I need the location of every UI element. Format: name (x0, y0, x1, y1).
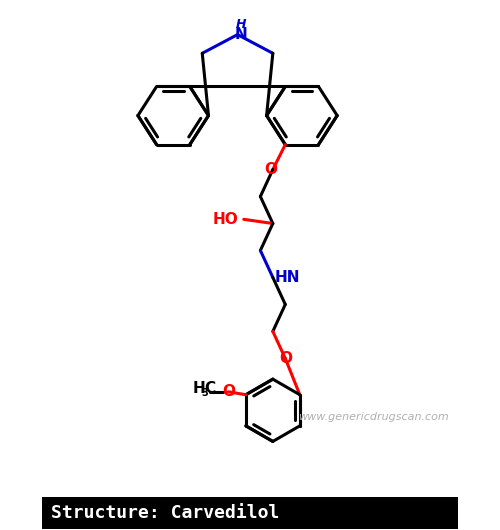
Text: N: N (234, 27, 247, 42)
Text: www.genericdrugscan.com: www.genericdrugscan.com (298, 411, 450, 421)
Text: H: H (236, 17, 246, 31)
Text: HN: HN (275, 270, 300, 285)
Text: O: O (222, 384, 235, 399)
Text: O: O (264, 162, 278, 177)
Text: H: H (192, 381, 205, 396)
Text: O: O (279, 351, 292, 366)
Text: Structure: Carvedilol: Structure: Carvedilol (50, 504, 279, 522)
FancyBboxPatch shape (42, 498, 458, 528)
Text: HO: HO (212, 212, 238, 227)
Text: C: C (204, 381, 216, 396)
Text: 3: 3 (201, 387, 207, 398)
